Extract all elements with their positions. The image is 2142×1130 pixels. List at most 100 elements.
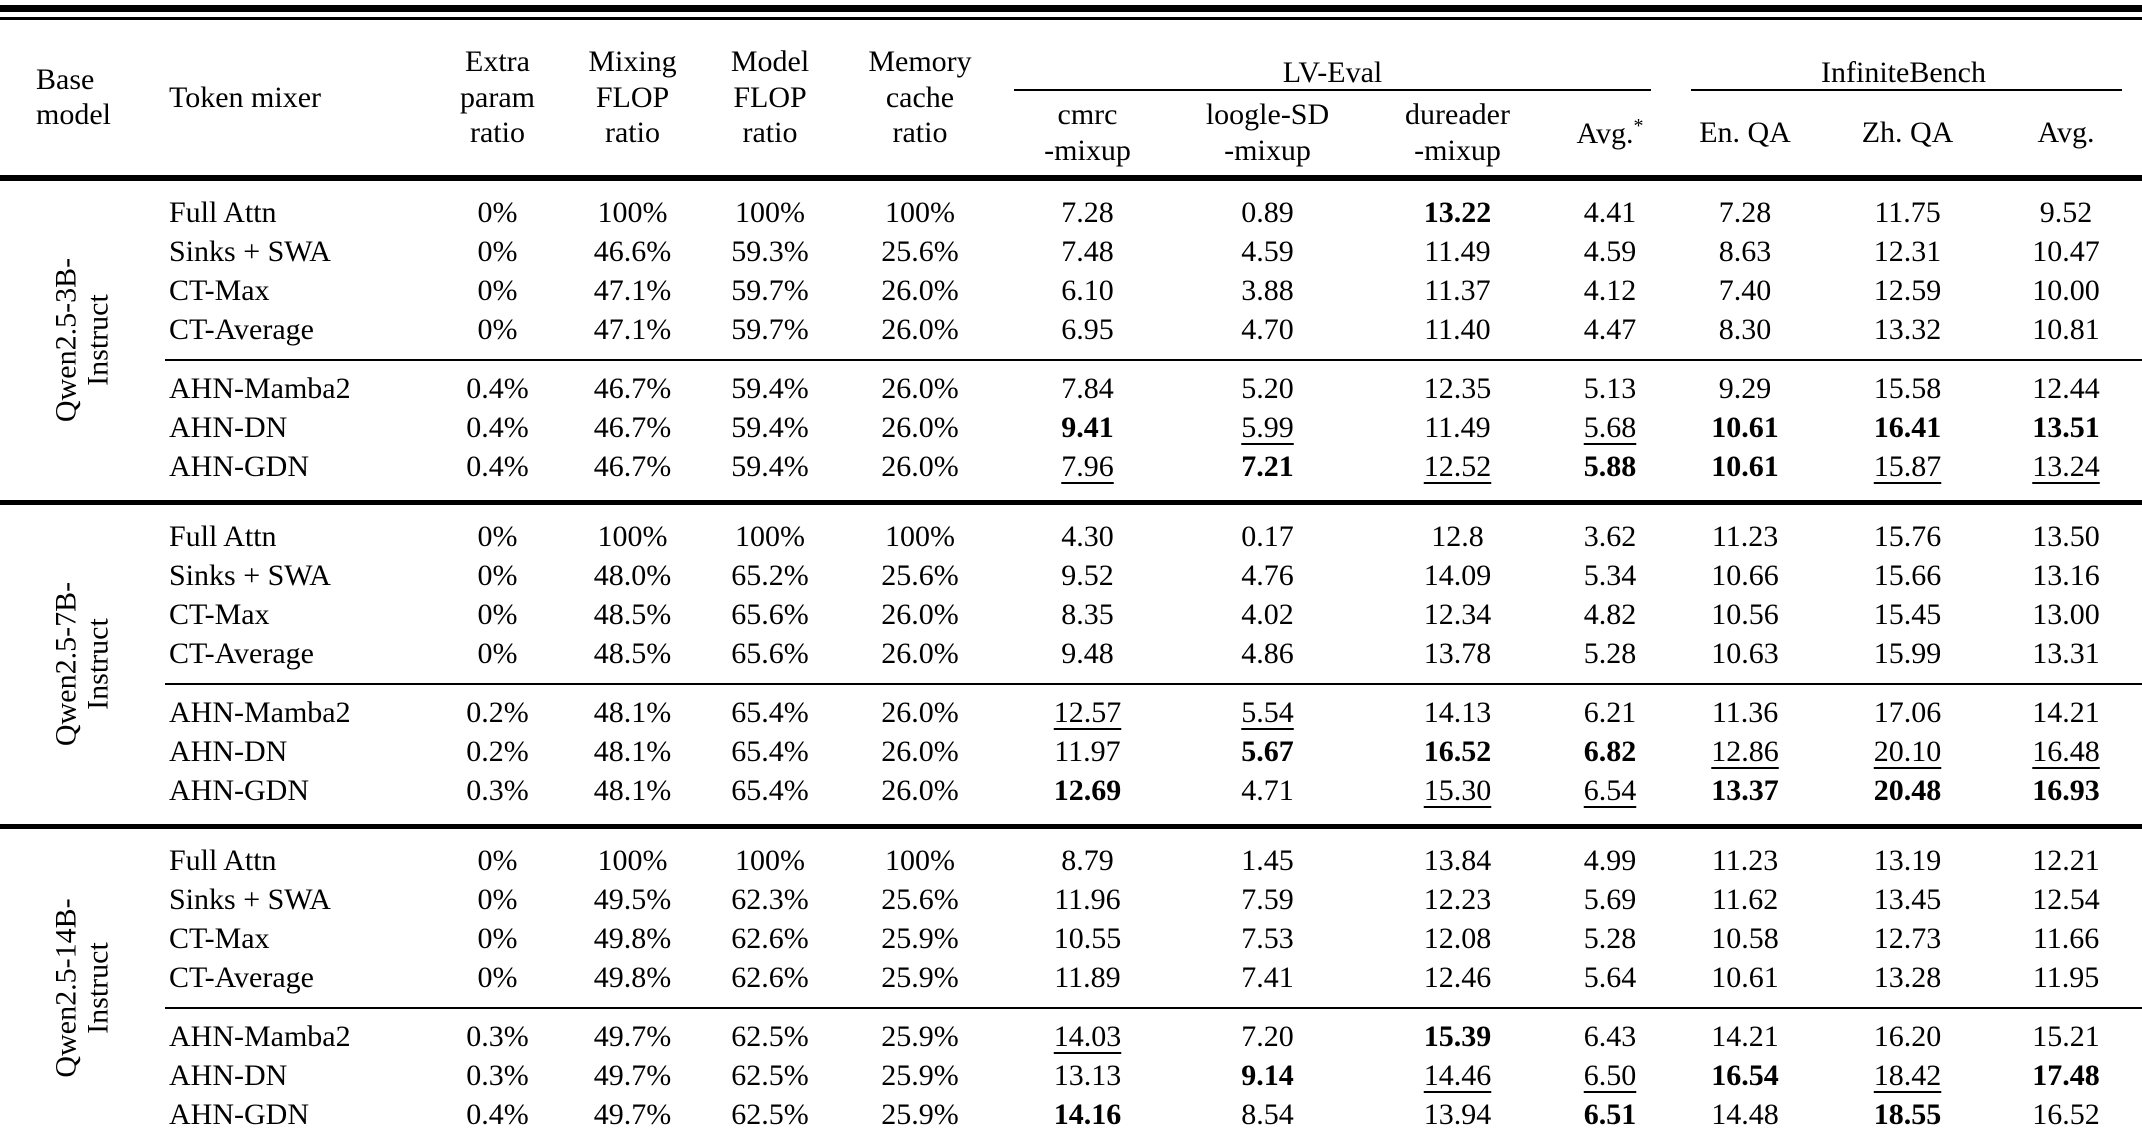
value-cell: 16.41	[1873, 411, 1942, 445]
value-cell: 12.54	[2032, 883, 2100, 917]
col-header-token-mixer: Token mixer	[165, 20, 430, 181]
token-mixer-cell: CT-Average	[169, 313, 314, 347]
token-mixer-cell: Sinks + SWA	[169, 235, 331, 269]
value-cell: 59.4%	[731, 411, 809, 445]
value-cell: 26.0%	[881, 313, 959, 347]
table-row: AHN-GDN 0.4% 49.7% 62.5% 25.9% 14.16 8.54 13.94…	[0, 1096, 2142, 1130]
table-row: AHN-GDN 0.4% 46.7% 59.4% 26.0% 7.96 7.21 12.52 5…	[0, 448, 2142, 503]
value-cell: 5.13	[1555, 358, 1666, 409]
value-cell: 49.5%	[593, 883, 672, 917]
value-cell: 13.32	[1873, 313, 1942, 347]
value-cell: 3.88	[1241, 274, 1294, 308]
value-cell: 12.57	[1000, 682, 1175, 733]
table-row: CT-Average 0% 48.5% 65.6% 26.0% 9.48 4.86 13.78…	[0, 635, 2142, 684]
value-cell: 11.96	[1054, 883, 1121, 917]
value-cell: 12.69	[1053, 774, 1122, 808]
value-cell: 12.08	[1423, 922, 1492, 956]
value-cell: 9.48	[1061, 637, 1114, 671]
table-row: Sinks + SWA 0% 48.0% 65.2% 25.6% 9.52 4.76 14.0…	[0, 557, 2142, 596]
value-cell: 7.59	[1241, 883, 1294, 917]
value-cell: 10.56	[1711, 598, 1779, 632]
token-mixer-cell: AHN-DN	[169, 735, 288, 769]
value-cell: 65.6%	[731, 637, 809, 671]
value-cell: 11.49	[1424, 235, 1491, 269]
value-cell: 5.69	[1583, 883, 1637, 917]
value-cell: 14.46	[1423, 1059, 1492, 1093]
token-mixer-cell: AHN-Mamba2	[165, 1006, 430, 1057]
value-cell: 4.41	[1555, 175, 1666, 233]
value-cell: 12.34	[1423, 598, 1492, 632]
value-cell: 0%	[477, 598, 518, 632]
lv-eval-label: LV-Eval	[1282, 56, 1383, 90]
lv-avg-asterisk: *	[1633, 114, 1644, 137]
base-model-rotated-text: Qwen2.5-3B- Instruct	[49, 258, 115, 423]
table-row: AHN-DN 0.4% 46.7% 59.4% 26.0% 9.41 5.99 11.49 5.…	[0, 409, 2142, 448]
value-cell: 65.4%	[700, 682, 840, 733]
value-cell: 20.10	[1873, 735, 1942, 769]
value-cell: 1.45	[1175, 823, 1360, 881]
value-cell: 4.99	[1555, 823, 1666, 881]
value-cell: 10.81	[2032, 313, 2100, 347]
value-cell: 10.66	[1711, 559, 1779, 593]
value-cell: 47.1%	[593, 274, 672, 308]
value-cell: 13.28	[1873, 961, 1942, 995]
value-cell: 100%	[565, 823, 700, 881]
token-mixer-cell: CT-Average	[169, 961, 314, 995]
value-cell: 13.37	[1711, 774, 1779, 808]
value-cell: 46.7%	[593, 450, 672, 484]
value-cell: 26.0%	[881, 735, 959, 769]
value-cell: 13.00	[2032, 598, 2100, 632]
value-cell: 15.30	[1423, 774, 1492, 808]
value-cell: 4.59	[1241, 235, 1294, 269]
table-header: Base model Token mixer Extra param ratio…	[0, 20, 2142, 181]
value-cell: 13.22	[1360, 175, 1555, 233]
col-header-model-flop-ratio: Model FLOP ratio	[700, 20, 840, 181]
value-cell: 12.8	[1360, 499, 1555, 557]
value-cell: 11.75	[1825, 175, 1991, 233]
col-group-lv-eval: LV-Eval	[1000, 20, 1665, 91]
value-cell: 0%	[430, 499, 565, 557]
value-cell: 65.4%	[731, 774, 809, 808]
value-cell: 48.1%	[593, 735, 672, 769]
value-cell: 62.5%	[700, 1006, 840, 1057]
value-cell: 5.67	[1241, 735, 1294, 769]
value-cell: 65.2%	[731, 559, 809, 593]
value-cell: 0%	[430, 175, 565, 233]
value-cell: 13.13	[1053, 1059, 1122, 1093]
col-header-en-qa: En. QA	[1665, 90, 1826, 181]
value-cell: 11.23	[1665, 823, 1826, 881]
value-cell: 59.3%	[731, 235, 809, 269]
table-body: Qwen2.5-3B- Instruct Full Attn 0% 100% 100% 1…	[0, 175, 2142, 1130]
value-cell: 59.7%	[731, 313, 809, 347]
value-cell: 0.4%	[430, 358, 565, 409]
value-cell: 16.52	[1423, 735, 1492, 769]
col-header-lv-avg: Avg.*	[1555, 90, 1666, 181]
value-cell: 14.21	[1665, 1006, 1826, 1057]
value-cell: 26.0%	[881, 274, 959, 308]
base-model-label: Qwen2.5-14B- Instruct	[0, 823, 165, 1130]
value-cell: 48.5%	[593, 598, 672, 632]
value-cell: 25.6%	[881, 559, 959, 593]
value-cell: 0%	[477, 883, 518, 917]
value-cell: 49.7%	[565, 1006, 700, 1057]
token-mixer-cell: AHN-GDN	[169, 450, 309, 484]
col-header-base-model: Base model	[0, 20, 165, 181]
value-cell: 9.52	[1990, 175, 2142, 233]
value-cell: 14.03	[1000, 1006, 1175, 1057]
value-cell: 26.0%	[881, 411, 959, 445]
value-cell: 48.1%	[593, 774, 672, 808]
value-cell: 62.5%	[731, 1098, 809, 1130]
value-cell: 20.48	[1873, 774, 1942, 808]
value-cell: 62.3%	[731, 883, 809, 917]
value-cell: 7.20	[1175, 1006, 1360, 1057]
value-cell: 9.52	[1061, 559, 1114, 593]
token-mixer-cell: CT-Average	[169, 637, 314, 671]
value-cell: 18.42	[1873, 1059, 1942, 1093]
token-mixer-cell: AHN-Mamba2	[165, 358, 430, 409]
value-cell: 4.47	[1583, 313, 1637, 347]
value-cell: 0.4%	[466, 1098, 529, 1130]
value-cell: 0%	[477, 961, 518, 995]
value-cell: 5.28	[1583, 637, 1637, 671]
base-model-label: Qwen2.5-3B- Instruct	[0, 175, 165, 503]
value-cell: 25.9%	[881, 961, 959, 995]
